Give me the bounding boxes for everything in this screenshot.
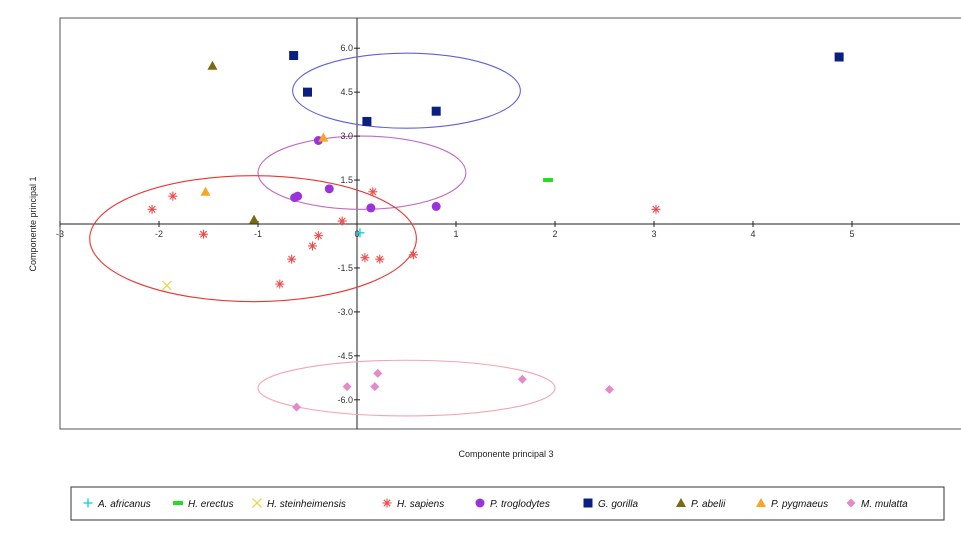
- data-point-g-gorilla: [834, 52, 844, 62]
- data-point-m-mulatta: [342, 382, 352, 392]
- legend-label-h-sapiens: H. sapiens: [397, 499, 444, 510]
- data-point-h-sapiens: [408, 250, 418, 260]
- y-tick-label: 3.0: [340, 131, 353, 141]
- x-tick-label: 1: [453, 229, 458, 239]
- confidence-ellipse-1: [292, 52, 521, 129]
- data-point-h-sapiens: [337, 216, 347, 226]
- x-tick-label: 0: [354, 229, 359, 239]
- legend-label-h-erectus: H. erectus: [188, 499, 234, 510]
- data-point-p-pygmaeus: [318, 132, 329, 142]
- x-tick-label: 4: [750, 229, 755, 239]
- data-point-m-mulatta: [604, 385, 614, 395]
- x-axis-title: Componente principal 3: [458, 449, 553, 459]
- confidence-ellipse-2: [257, 135, 467, 210]
- data-point-h-sapiens: [147, 204, 157, 214]
- legend-marker-p-troglodytes: [475, 498, 485, 508]
- data-point-h-sapiens: [313, 231, 323, 241]
- x-tick-label: -1: [254, 229, 262, 239]
- data-point-p-troglodytes: [431, 201, 441, 211]
- data-point-p-pygmaeus: [200, 186, 211, 196]
- data-point-g-gorilla: [289, 51, 299, 61]
- y-tick-label: 6.0: [340, 43, 353, 53]
- legend-marker-m-mulatta: [846, 498, 856, 508]
- data-point-p-abelii: [207, 60, 218, 70]
- data-point-m-mulatta: [373, 368, 383, 378]
- data-point-p-troglodytes: [324, 184, 334, 194]
- data-point-g-gorilla: [431, 106, 441, 116]
- data-point-h-sapiens: [287, 254, 297, 264]
- x-tick-label: 2: [552, 229, 557, 239]
- x-tick-label: -2: [155, 229, 163, 239]
- data-point-h-sapiens: [368, 187, 378, 197]
- y-tick-label: -3.0: [337, 307, 353, 317]
- data-point-m-mulatta: [517, 374, 527, 384]
- data-point-h-erectus: [543, 178, 554, 183]
- legend-marker-p-abelii: [676, 498, 686, 507]
- tick-layer: -3 -2 -1 0 1 2 3 4 5 -6.0 -4.5 -3.0 -1.5 1.5 3.0 4.5 6.0: [56, 43, 855, 405]
- legend-label-a-africanus: A. africanus: [97, 499, 151, 510]
- data-point-p-troglodytes: [366, 203, 376, 213]
- data-point-h-sapiens: [307, 241, 317, 251]
- data-point-h-sapiens: [168, 191, 178, 201]
- ellipse-layer: [89, 52, 556, 417]
- y-axis-title: Componente principal 1: [28, 176, 38, 271]
- data-point-h-sapiens: [651, 204, 661, 214]
- data-point-a-africanus: [355, 228, 365, 238]
- data-point-g-gorilla: [303, 87, 312, 97]
- y-tick-label: 1.5: [340, 175, 353, 185]
- confidence-ellipse-3: [89, 175, 417, 303]
- data-point-p-troglodytes: [290, 193, 300, 203]
- legend-label-p-abelii: P. abelii: [691, 499, 726, 510]
- y-tick-label: 4.5: [340, 87, 353, 97]
- y-tick-label: -4.5: [337, 351, 353, 361]
- data-point-h-sapiens: [275, 279, 285, 289]
- x-tick-label: -3: [56, 229, 64, 239]
- x-tick-label: 3: [651, 229, 656, 239]
- legend-label-g-gorilla: G. gorilla: [598, 499, 638, 510]
- legend-label-p-pygmaeus: P. pygmaeus: [771, 499, 828, 510]
- confidence-ellipse-4: [257, 359, 556, 417]
- data-point-m-mulatta: [370, 382, 380, 392]
- legend-marker-g-gorilla: [583, 498, 593, 508]
- data-point-g-gorilla: [362, 116, 372, 126]
- y-tick-label: -6.0: [337, 395, 353, 405]
- legend-marker-h-erectus: [173, 501, 183, 505]
- legend-label-p-troglodytes: P. troglodytes: [490, 499, 550, 510]
- legend-marker-a-africanus: [83, 498, 93, 508]
- data-point-h-sapiens: [375, 254, 385, 264]
- x-tick-label: 5: [849, 229, 854, 239]
- data-point-m-mulatta: [292, 402, 302, 412]
- legend-marker-h-sapiens: [382, 498, 392, 508]
- legend: A. africanus H. erectus H. steinheimensis H…: [83, 498, 908, 510]
- data-point-h-sapiens: [360, 253, 370, 263]
- legend-marker-h-steinheimensis: [252, 498, 262, 508]
- legend-label-h-steinheimensis: H. steinheimensis: [267, 499, 346, 510]
- data-point-h-steinheimensis: [161, 280, 172, 291]
- data-point-p-abelii: [249, 214, 260, 224]
- data-point-h-sapiens: [199, 229, 209, 239]
- legend-marker-p-pygmaeus: [756, 498, 766, 507]
- legend-box: [70, 486, 945, 521]
- point-layer: [147, 51, 844, 412]
- y-tick-label: -1.5: [337, 263, 353, 273]
- legend-label-m-mulatta: M. mulatta: [861, 499, 908, 510]
